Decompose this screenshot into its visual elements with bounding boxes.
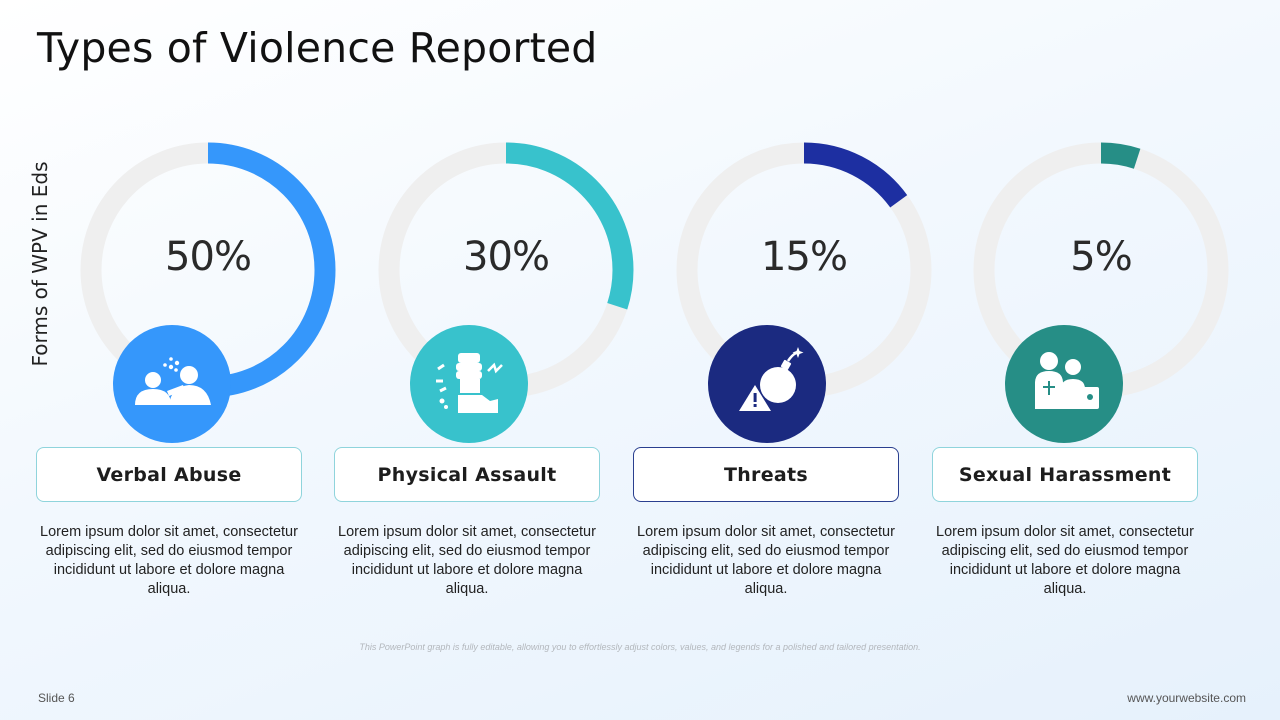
verbal-abuse-icon bbox=[113, 325, 231, 443]
value-label-sexual-harassment: 5% bbox=[1070, 234, 1131, 280]
value-label-threats: 15% bbox=[761, 234, 847, 280]
description-sexual-harassment: Lorem ipsum dolor sit amet, consectetur … bbox=[936, 524, 1194, 597]
value-label-verbal-abuse: 50% bbox=[165, 234, 251, 280]
category-card-physical-assault: Physical Assault bbox=[334, 447, 600, 502]
slide-number: Slide 6 bbox=[38, 691, 75, 705]
verbal-abuse-badge bbox=[113, 325, 231, 448]
bomb-warning-icon bbox=[708, 325, 826, 443]
donut-arc-threats bbox=[676, 142, 932, 398]
slide-title: Types of Violence Reported bbox=[37, 24, 598, 72]
value-label-physical-assault: 30% bbox=[463, 234, 549, 280]
description-physical-assault: Lorem ipsum dolor sit amet, consectetur … bbox=[338, 524, 596, 597]
category-card-sexual-harassment: Sexual Harassment bbox=[932, 447, 1198, 502]
sexual-harassment-badge bbox=[1005, 325, 1123, 448]
description-verbal-abuse: Lorem ipsum dolor sit amet, consectetur … bbox=[40, 524, 298, 597]
physical-assault-badge bbox=[410, 325, 528, 448]
harassment-icon bbox=[1005, 325, 1123, 443]
category-card-verbal-abuse: Verbal Abuse bbox=[36, 447, 302, 502]
threats-badge bbox=[708, 325, 826, 448]
donut-arc-physical-assault bbox=[378, 142, 634, 398]
category-card-threats: Threats bbox=[633, 447, 899, 502]
footer-note: This PowerPoint graph is fully editable,… bbox=[359, 642, 921, 652]
website-url: www.yourwebsite.com bbox=[1127, 691, 1246, 705]
fist-icon bbox=[410, 325, 528, 443]
donut-arc-sexual-harassment bbox=[973, 142, 1229, 398]
description-threats: Lorem ipsum dolor sit amet, consectetur … bbox=[637, 524, 895, 597]
